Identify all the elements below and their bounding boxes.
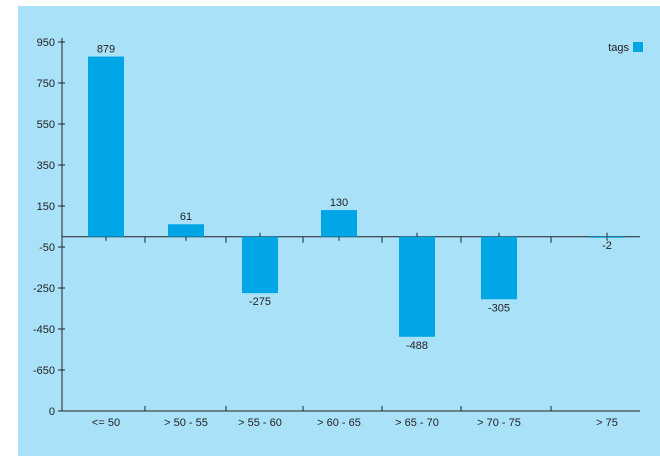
y-tick-label: 750 xyxy=(37,78,55,90)
y-tick-label: 950 xyxy=(37,37,55,49)
x-tick-label: <= 50 xyxy=(92,417,120,429)
y-tick-label: 550 xyxy=(37,119,55,131)
bars xyxy=(88,56,625,337)
y-tick-label: -450 xyxy=(33,324,55,336)
axes: 950 750 550 350 150 -50 -250 -450 -650 0 <= 50 > 50… xyxy=(33,37,640,429)
data-label: -2 xyxy=(602,240,612,252)
y-tick-label: 150 xyxy=(37,201,55,213)
data-label: -305 xyxy=(488,302,510,314)
x-tick-label: > 65 - 70 xyxy=(395,417,439,429)
y-tick-label: 350 xyxy=(37,160,55,172)
x-tick-label: > 55 - 60 xyxy=(238,417,282,429)
x-tick-label: > 50 - 55 xyxy=(164,417,208,429)
y-tick-label: -650 xyxy=(33,365,55,377)
bar xyxy=(481,236,517,300)
data-label: 61 xyxy=(180,211,192,223)
y-tick-label: 0 xyxy=(49,406,55,418)
y-tick-label: -250 xyxy=(33,283,55,295)
bar xyxy=(168,224,204,237)
bar xyxy=(321,210,357,237)
bar xyxy=(242,236,278,294)
bar xyxy=(88,56,124,237)
x-tick-label: > 60 - 65 xyxy=(317,417,361,429)
data-label: 130 xyxy=(330,197,348,209)
x-tick-label: > 70 - 75 xyxy=(477,417,521,429)
legend: tags xyxy=(608,42,643,54)
legend-label: tags xyxy=(608,42,629,54)
data-label: -275 xyxy=(249,296,271,308)
legend-swatch xyxy=(633,42,643,52)
y-tick-label: -50 xyxy=(39,242,55,254)
bar xyxy=(589,236,625,238)
data-labels: 879 61 -275 130 -488 -305 -2 xyxy=(97,44,612,352)
bar xyxy=(399,236,435,337)
data-label: -488 xyxy=(406,340,428,352)
data-label: 879 xyxy=(97,44,115,56)
x-tick-label: > 75 xyxy=(596,417,618,429)
